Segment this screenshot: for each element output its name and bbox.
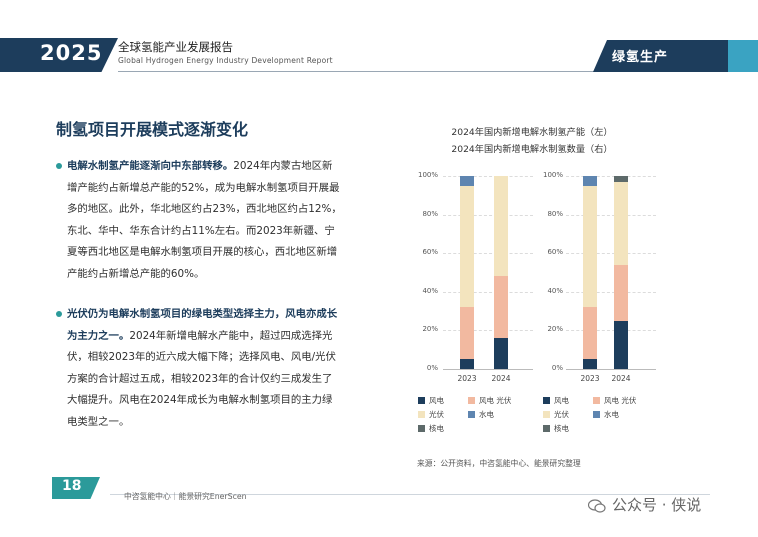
bar-segment bbox=[614, 264, 628, 321]
legend-swatch bbox=[418, 397, 425, 404]
bar-segment bbox=[583, 185, 597, 308]
source-note: 来源：公开资料，中咨氢能中心、能景研究整理 bbox=[417, 459, 581, 468]
legend-label: 风电 光伏 bbox=[479, 396, 512, 405]
legend-swatch bbox=[543, 411, 550, 418]
y-tick-label: 20% bbox=[547, 325, 563, 334]
bar-segment bbox=[614, 176, 628, 182]
legend-label: 风电 bbox=[554, 396, 569, 405]
bar-segment bbox=[583, 307, 597, 360]
x-axis-line bbox=[566, 369, 656, 370]
section-heading: 制氢项目开展模式逐渐变化 bbox=[56, 120, 249, 139]
bar-segment bbox=[583, 176, 597, 186]
x-tick-label: 2024 bbox=[611, 374, 631, 383]
bar-segment bbox=[460, 307, 474, 360]
header-divider bbox=[118, 71, 600, 72]
page-number: 18 bbox=[62, 478, 82, 494]
gridline bbox=[566, 291, 656, 293]
watermark: 公众号 · 侠说 bbox=[612, 496, 702, 514]
legend-label: 核电 bbox=[429, 424, 444, 433]
legend-label: 水电 bbox=[479, 410, 494, 419]
bar-segment bbox=[494, 176, 508, 277]
year-tab bbox=[0, 38, 118, 72]
section-name: 绿氢生产 bbox=[612, 50, 669, 65]
wechat-icon bbox=[588, 499, 606, 513]
legend-label: 核电 bbox=[554, 424, 569, 433]
gridline bbox=[443, 253, 533, 255]
x-tick-label: 2023 bbox=[580, 374, 600, 383]
footer-divider bbox=[110, 494, 710, 495]
y-tick-label: 60% bbox=[547, 248, 563, 257]
x-axis-line bbox=[443, 369, 533, 370]
gridline bbox=[443, 214, 533, 216]
legend-swatch bbox=[593, 411, 600, 418]
y-tick-label: 20% bbox=[422, 325, 438, 334]
legend-swatch bbox=[468, 397, 475, 404]
x-tick-label: 2024 bbox=[491, 374, 511, 383]
section-tab-accent bbox=[728, 40, 758, 72]
gridline bbox=[443, 330, 533, 332]
paragraph-2: 光伏仍为电解水制氢项目的绿电类型选择主力，风电亦成长为主力之一。2024年新增电… bbox=[67, 304, 342, 433]
legend-label: 光伏 bbox=[554, 410, 569, 419]
paragraph-2-lead: 光伏仍为电解水制氢项目的绿电类型选择主力，风电亦成长为主力之一。 bbox=[67, 308, 338, 342]
legend-swatch bbox=[418, 425, 425, 432]
paragraph-2-body: 2024年新增电解水产能中，超过四成选择光伏，相较2023年的近六成大幅下降；选… bbox=[67, 329, 336, 428]
bar-segment bbox=[494, 338, 508, 369]
bar-segment bbox=[614, 181, 628, 265]
bar-segment bbox=[614, 320, 628, 369]
y-tick-label: 100% bbox=[417, 171, 438, 179]
bullet-icon bbox=[56, 163, 62, 169]
legend-label: 水电 bbox=[604, 410, 619, 419]
bar-segment bbox=[460, 359, 474, 369]
paragraph-1: 电解水制氢产能逐渐向中东部转移。2024年内蒙古地区新增产能约占新增总产能的52… bbox=[67, 156, 342, 285]
page-tab bbox=[52, 477, 100, 499]
footer-org: 中咨氢能中心｜能景研究EnerScen bbox=[124, 492, 247, 501]
gridline bbox=[566, 330, 656, 332]
chart-title-right: 2024年国内新增电解水制氢数量（右） bbox=[451, 144, 613, 155]
bar-segment bbox=[583, 359, 597, 369]
section-tab bbox=[593, 40, 733, 72]
legend-swatch bbox=[418, 411, 425, 418]
legend-label: 风电 光伏 bbox=[604, 396, 637, 405]
y-tick-label: 0% bbox=[551, 364, 563, 372]
gridline bbox=[566, 176, 656, 177]
legend-swatch bbox=[593, 397, 600, 404]
legend-swatch bbox=[543, 425, 550, 432]
x-tick-label: 2023 bbox=[457, 374, 477, 383]
report-year: 2025 bbox=[40, 41, 103, 65]
legend-swatch bbox=[468, 411, 475, 418]
y-tick-label: 80% bbox=[422, 209, 438, 218]
gridline bbox=[566, 214, 656, 216]
gridline bbox=[443, 176, 533, 177]
y-tick-label: 40% bbox=[422, 286, 438, 295]
paragraph-1-lead: 电解水制氢产能逐渐向中东部转移。 bbox=[67, 160, 234, 172]
legend-label: 风电 bbox=[429, 396, 444, 405]
legend-swatch bbox=[543, 397, 550, 404]
bar-segment bbox=[460, 176, 474, 186]
gridline bbox=[566, 253, 656, 255]
y-tick-label: 0% bbox=[426, 364, 438, 372]
legend-label: 光伏 bbox=[429, 410, 444, 419]
y-tick-label: 80% bbox=[547, 209, 563, 218]
bar-segment bbox=[494, 276, 508, 339]
y-tick-label: 60% bbox=[422, 248, 438, 257]
bullet-icon bbox=[56, 311, 62, 317]
gridline bbox=[443, 291, 533, 293]
chart-title-left: 2024年国内新增电解水制氢产能（左） bbox=[451, 127, 613, 138]
y-tick-label: 40% bbox=[547, 286, 563, 295]
report-title-english: Global Hydrogen Energy Industry Developm… bbox=[118, 56, 333, 65]
bar-segment bbox=[460, 185, 474, 308]
y-tick-label: 100% bbox=[542, 171, 563, 179]
report-title: 全球氢能产业发展报告 bbox=[118, 40, 233, 54]
paragraph-1-body: 2024年内蒙古地区新增产能约占新增总产能的52%，成为电解水制氢项目开展最多的… bbox=[67, 160, 342, 280]
